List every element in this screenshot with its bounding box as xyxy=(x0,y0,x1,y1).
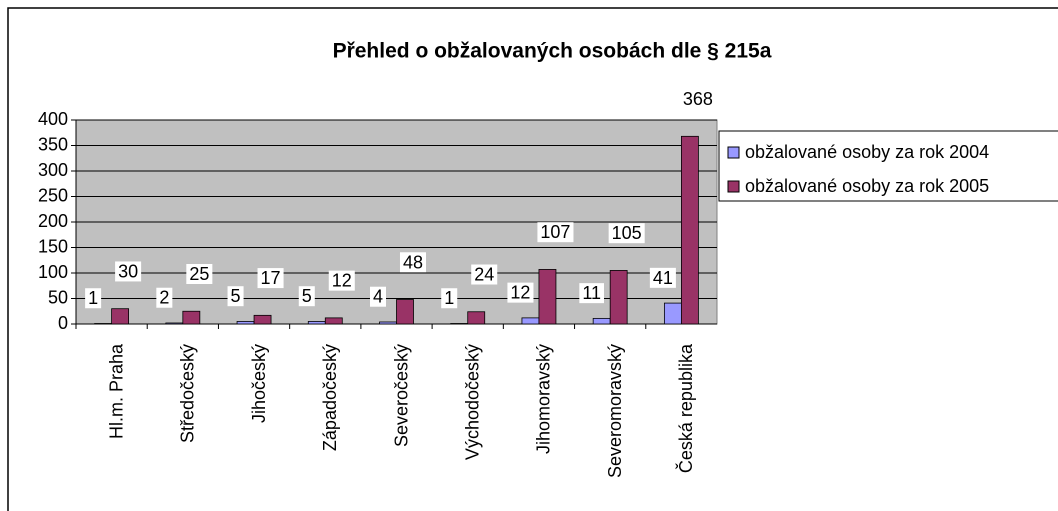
y-tick-label: 200 xyxy=(38,211,68,231)
data-label: 30 xyxy=(118,261,138,281)
x-tick-label: Středočeský xyxy=(178,344,198,443)
data-label: 12 xyxy=(332,271,352,291)
data-label-bg xyxy=(579,283,605,304)
x-tick-label: Hl.m. Praha xyxy=(106,343,126,439)
bar xyxy=(680,135,699,325)
data-label-bg xyxy=(156,287,173,308)
y-tick-label: 400 xyxy=(38,109,68,129)
x-tick-label: Jihomoravský xyxy=(534,344,554,454)
legend-label: obžalované osoby za rok 2005 xyxy=(745,176,989,196)
data-label: 1 xyxy=(88,288,98,308)
data-label: 25 xyxy=(189,264,209,284)
legend-box xyxy=(718,130,1058,202)
bar xyxy=(538,269,557,325)
bar xyxy=(253,314,272,325)
data-label: 107 xyxy=(540,222,570,242)
y-tick-label: 150 xyxy=(38,236,68,256)
chart-title: Přehled o obžalovaných osobách dle § 215… xyxy=(333,40,772,63)
data-label-bg xyxy=(85,288,102,309)
data-label-bg xyxy=(115,261,142,282)
bar xyxy=(165,322,184,325)
data-label-bg xyxy=(537,222,574,243)
y-tick-label: 250 xyxy=(38,185,68,205)
bar xyxy=(450,323,469,325)
data-label: 48 xyxy=(403,252,423,272)
bar xyxy=(592,317,611,325)
data-label-bg xyxy=(399,252,427,273)
legend-label: obžalované osoby za rok 2004 xyxy=(745,142,989,162)
data-label: 24 xyxy=(474,265,494,285)
data-label: 11 xyxy=(582,283,601,303)
data-label-bg xyxy=(608,223,645,244)
data-label: 5 xyxy=(231,286,241,306)
data-label: 368 xyxy=(683,89,713,109)
x-tick-label: Východočeský xyxy=(462,344,482,460)
data-label: 4 xyxy=(373,287,383,307)
data-label-bg xyxy=(441,288,458,309)
x-tick-label: Česká republika xyxy=(675,343,696,473)
data-label-bg xyxy=(679,89,716,110)
bar xyxy=(236,321,255,325)
data-label-bg xyxy=(471,264,498,285)
y-tick-label: 0 xyxy=(58,313,68,333)
x-tick-label: Jihočeský xyxy=(249,344,269,423)
y-tick-label: 100 xyxy=(38,262,68,282)
bar xyxy=(396,299,414,325)
data-label: 5 xyxy=(302,286,312,306)
data-label: 105 xyxy=(612,223,642,243)
data-label: 1 xyxy=(444,288,454,308)
bar xyxy=(182,310,201,325)
x-tick-label: Severomoravský xyxy=(605,344,625,478)
data-label-bg xyxy=(369,286,387,307)
y-tick-label: 50 xyxy=(48,287,68,307)
data-label-bg xyxy=(257,268,284,289)
bar xyxy=(609,270,628,325)
data-label: 41 xyxy=(653,268,673,288)
x-tick-label: Severočeský xyxy=(391,344,411,447)
bar xyxy=(521,317,540,325)
bar xyxy=(379,321,397,325)
bar xyxy=(307,321,326,325)
data-label: 17 xyxy=(261,268,281,288)
data-label: 2 xyxy=(159,288,169,308)
data-label-bg xyxy=(328,270,355,291)
legend-swatch xyxy=(727,180,740,193)
bar xyxy=(324,317,343,325)
data-label-bg xyxy=(649,267,676,288)
bar xyxy=(111,308,130,325)
bar xyxy=(663,302,682,325)
x-tick-label: Západočeský xyxy=(320,344,340,451)
bar xyxy=(467,311,486,325)
data-label-bg xyxy=(298,286,315,307)
y-tick-label: 300 xyxy=(38,160,68,180)
legend-swatch xyxy=(727,146,740,159)
data-label: 12 xyxy=(510,283,530,303)
data-label-bg xyxy=(507,282,534,303)
data-label-bg xyxy=(186,264,213,284)
data-label-bg xyxy=(227,286,244,307)
y-tick-label: 350 xyxy=(38,134,68,154)
bar xyxy=(94,323,113,325)
